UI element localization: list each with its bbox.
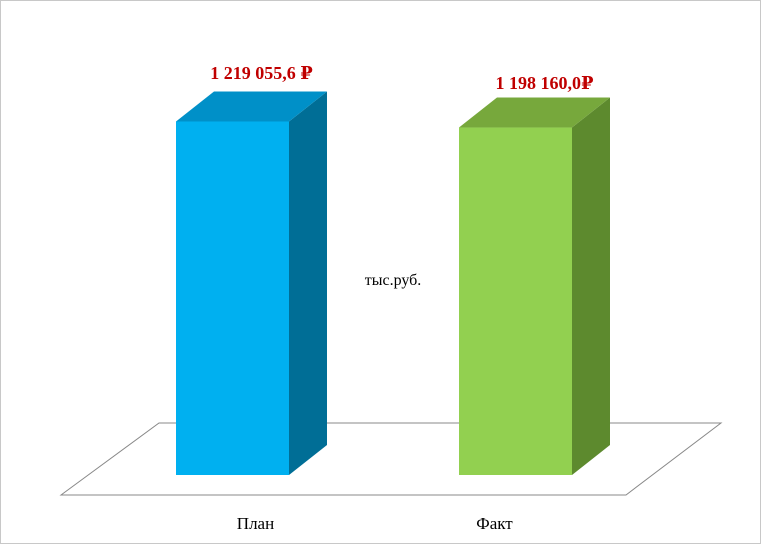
data-labels-layer: 1 219 055,6 ₽ 1 198 160,0₽: [210, 63, 594, 93]
bar-fact-front: [459, 127, 572, 475]
data-label-plan: 1 219 055,6 ₽: [210, 63, 313, 83]
bar-plan-top: [176, 91, 327, 122]
category-labels-layer: План Факт: [237, 514, 513, 533]
chart-floor: [59, 422, 723, 496]
unit-label: тыс.руб.: [365, 272, 422, 289]
bars-layer: [176, 91, 610, 475]
bar-plan: [176, 91, 327, 475]
category-label-plan: План: [237, 514, 274, 533]
data-label-fact: 1 198 160,0₽: [495, 73, 594, 93]
bar-plan-front: [176, 121, 289, 475]
bar-fact-side: [572, 97, 610, 475]
bar-fact-top: [459, 97, 610, 128]
bar-fact: [459, 97, 610, 475]
category-label-fact: Факт: [476, 514, 513, 533]
bar-plan-side: [289, 91, 327, 475]
